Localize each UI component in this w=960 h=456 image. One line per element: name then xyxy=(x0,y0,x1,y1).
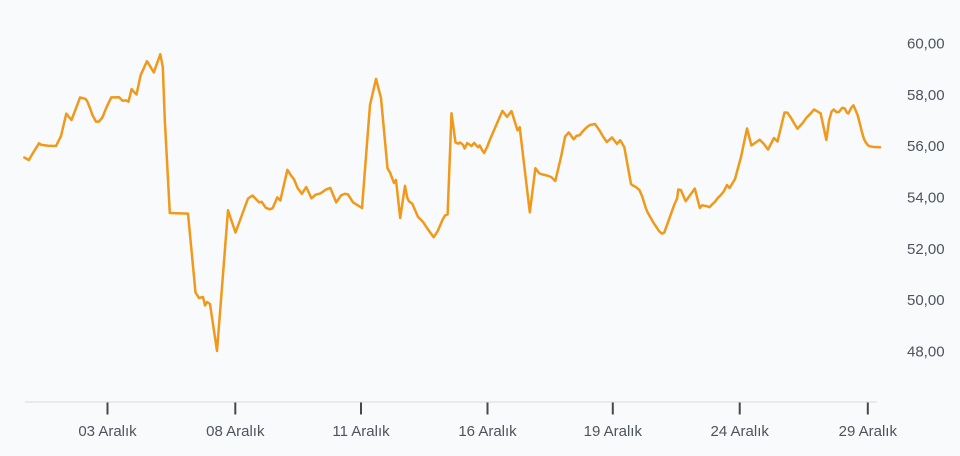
svg-text:48,00: 48,00 xyxy=(907,343,945,360)
svg-text:11 Aralık: 11 Aralık xyxy=(332,423,390,440)
svg-text:56,00: 56,00 xyxy=(907,138,945,155)
svg-text:03 Aralık: 03 Aralık xyxy=(78,423,137,440)
svg-text:16 Aralık: 16 Aralık xyxy=(458,423,517,440)
svg-text:24 Aralık: 24 Aralık xyxy=(711,423,770,440)
svg-text:50,00: 50,00 xyxy=(907,292,945,309)
svg-text:60,00: 60,00 xyxy=(907,36,945,53)
svg-text:19 Aralık: 19 Aralık xyxy=(584,423,643,440)
svg-text:54,00: 54,00 xyxy=(907,189,945,206)
svg-text:29 Aralık: 29 Aralık xyxy=(839,423,898,440)
svg-text:52,00: 52,00 xyxy=(907,241,945,258)
svg-text:08 Aralık: 08 Aralık xyxy=(206,423,265,440)
svg-text:58,00: 58,00 xyxy=(907,87,945,104)
